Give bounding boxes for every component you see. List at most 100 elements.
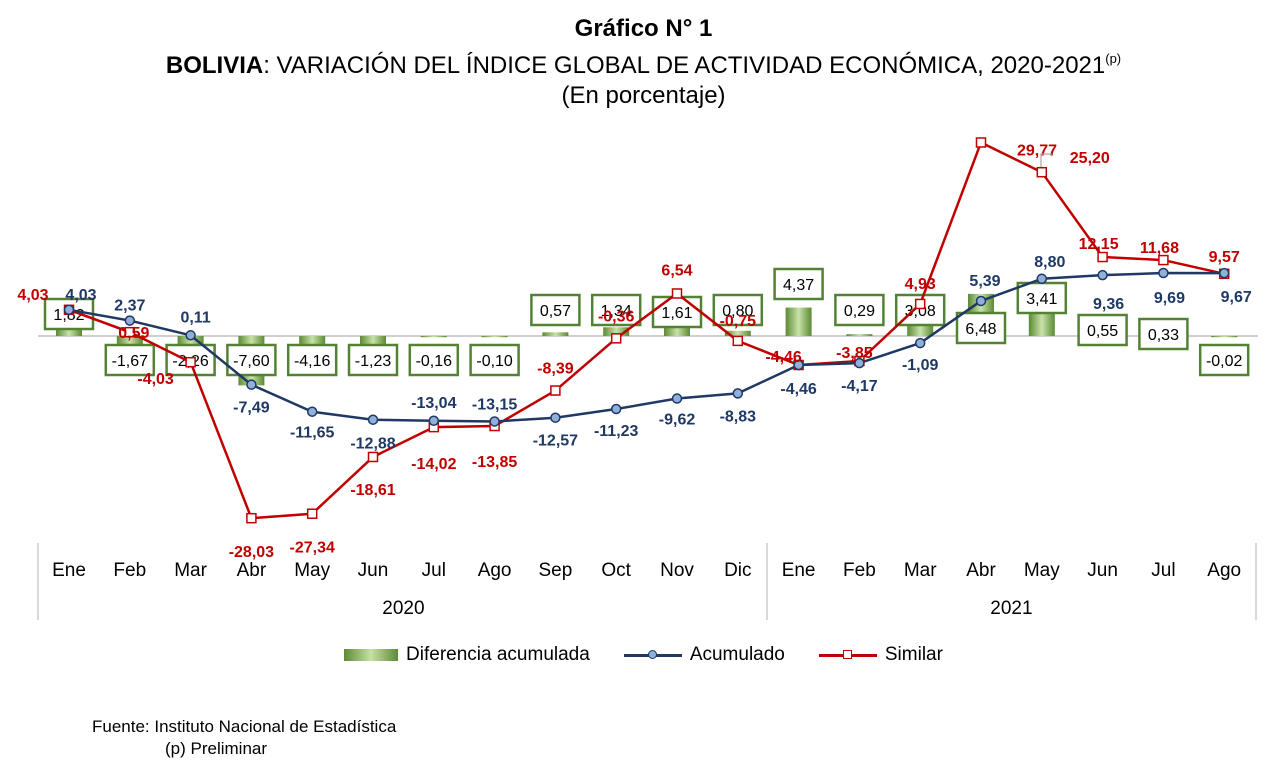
label-acumulado-1: 2,37 bbox=[114, 298, 145, 315]
line-similar bbox=[68, 141, 1225, 520]
tick-label-18: Jul bbox=[1151, 560, 1175, 581]
label-acumulado-14: -1,09 bbox=[902, 357, 939, 374]
label-similar-14: 4,93 bbox=[905, 276, 936, 293]
label-acumulado-7: -13,15 bbox=[472, 396, 517, 413]
point-acumulado-12 bbox=[793, 359, 804, 371]
point-acumulado-19 bbox=[1218, 267, 1230, 279]
point-similar-8 bbox=[550, 385, 561, 396]
bar-label-7: -0,10 bbox=[476, 353, 513, 370]
bar-7 bbox=[481, 336, 508, 338]
label-similar-8: -8,39 bbox=[537, 361, 574, 378]
label-similar-10: 6,54 bbox=[661, 262, 692, 279]
subtitle-text: : VARIACIÓN DEL ÍNDICE GLOBAL DE ACTIVID… bbox=[263, 52, 1106, 79]
bar-label-1: -1,67 bbox=[112, 353, 149, 370]
label-similar-11: -0,75 bbox=[720, 313, 757, 330]
preliminary-note: (p) Preliminar bbox=[165, 739, 268, 758]
tick-label-16: May bbox=[1024, 560, 1060, 581]
label-similar-3: -28,03 bbox=[229, 544, 274, 561]
label-acumulado-4: -11,65 bbox=[290, 425, 335, 442]
label-acumulado-13: -4,17 bbox=[841, 378, 878, 395]
label-similar-18: 11,68 bbox=[1140, 240, 1179, 257]
label-acumulado-8: -12,57 bbox=[533, 433, 578, 450]
point-similar-15 bbox=[975, 137, 987, 148]
legend-item-similar: Similar bbox=[818, 644, 943, 666]
bar-5 bbox=[360, 336, 386, 344]
legend-label-acumulado: Acumulado bbox=[689, 644, 785, 665]
label-acumulado-12: -4,46 bbox=[780, 381, 817, 398]
bar-label-9: 1,34 bbox=[601, 303, 632, 320]
label-similar-19: 9,57 bbox=[1209, 249, 1240, 266]
bar-label-box-12 bbox=[773, 267, 824, 301]
tick-label-4: May bbox=[294, 560, 330, 581]
label-acumulado-0: 4,03 bbox=[65, 287, 96, 304]
bar-label-16: 3,41 bbox=[1026, 291, 1057, 308]
label-similar-6: -14,02 bbox=[411, 456, 456, 473]
label-similar-1: 0,59 bbox=[118, 325, 149, 342]
label-similar-2: -4,03 bbox=[137, 371, 174, 388]
tick-label-1: Feb bbox=[113, 560, 146, 581]
label-acumulado-11: -8,83 bbox=[720, 408, 757, 425]
chart-title: Gráfico N° 1 bbox=[574, 15, 713, 42]
label-acumulado-5: -12,88 bbox=[350, 436, 395, 453]
bar-label-12: 4,37 bbox=[783, 277, 814, 294]
line-acumulado bbox=[68, 271, 1225, 423]
tick-label-15: Abr bbox=[966, 560, 996, 581]
bar-label-box-19 bbox=[1198, 343, 1250, 377]
legend-label-similar: Similar bbox=[884, 644, 943, 665]
tick-label-17: Jun bbox=[1087, 560, 1118, 581]
bar-1 bbox=[116, 336, 143, 347]
point-acumulado-14 bbox=[914, 337, 926, 349]
tick-label-19: Ago bbox=[1207, 560, 1241, 581]
label-acumulado-10: -9,62 bbox=[659, 412, 696, 429]
bar-label-10: 1,61 bbox=[661, 305, 692, 322]
legend-line-similar-swatch bbox=[818, 645, 877, 665]
bar-label-box-5 bbox=[347, 343, 399, 377]
tick-label-0: Ene bbox=[52, 560, 86, 581]
bar-label-18: 0,33 bbox=[1148, 327, 1179, 344]
point-similar-9 bbox=[610, 333, 622, 344]
point-acumulado-11 bbox=[732, 388, 744, 399]
label-acumulado-18: 9,69 bbox=[1154, 290, 1185, 307]
bar-label-box-11 bbox=[712, 293, 764, 327]
bar-13 bbox=[846, 334, 873, 336]
bar-label-box-7 bbox=[469, 343, 520, 377]
point-similar-2 bbox=[185, 356, 196, 368]
tick-label-5: Jun bbox=[358, 560, 389, 581]
tick-label-11: Dic bbox=[724, 560, 751, 581]
label-acumulado-6: -13,04 bbox=[411, 395, 456, 412]
label-acumulado-17: 9,36 bbox=[1093, 296, 1124, 313]
chart-titles: Gráfico N° 1 BOLIVIA: VARIACIÓN DEL ÍNDI… bbox=[0, 14, 1287, 111]
bar-label-box-6 bbox=[408, 343, 460, 377]
bar-label-box-16 bbox=[1016, 281, 1068, 315]
point-similar-14 bbox=[914, 298, 926, 310]
point-acumulado-7 bbox=[489, 416, 500, 427]
point-similar-5 bbox=[367, 451, 379, 463]
bar-label-15: 6,48 bbox=[965, 321, 996, 338]
bar-label-19: -0,02 bbox=[1206, 353, 1243, 370]
label-acumulado-19: 9,67 bbox=[1221, 289, 1252, 306]
label-acumulado-9: -11,23 bbox=[594, 423, 639, 440]
bar-label-8: 0,57 bbox=[540, 303, 571, 320]
bar-8 bbox=[542, 332, 569, 336]
bar-label-11: 0,80 bbox=[722, 303, 753, 320]
point-acumulado-4 bbox=[306, 406, 318, 417]
point-acumulado-15 bbox=[975, 295, 987, 307]
tick-label-10: Nov bbox=[660, 560, 694, 581]
bar-label-box-1 bbox=[104, 343, 156, 377]
bar-label-5: -1,23 bbox=[355, 353, 392, 370]
legend-label-diferencia: Diferencia acumulada bbox=[406, 644, 590, 665]
point-similar-4 bbox=[306, 508, 318, 519]
label-similar-0: 4,03 bbox=[17, 287, 48, 304]
bar-label-3: -7,60 bbox=[233, 353, 270, 370]
bar-label-box-15 bbox=[955, 311, 1007, 345]
bar-11 bbox=[724, 330, 751, 336]
legend-item-diferencia: Diferencia acumulada bbox=[344, 644, 590, 666]
chart-units: (En porcentaje) bbox=[561, 82, 726, 109]
point-acumulado-16 bbox=[1036, 273, 1048, 285]
point-similar-17 bbox=[1097, 251, 1108, 263]
label-acumulado-15: 5,39 bbox=[969, 273, 1000, 290]
bar-label-6: -0,16 bbox=[416, 353, 453, 370]
tick-label-14: Mar bbox=[904, 560, 937, 581]
point-acumulado-2 bbox=[185, 330, 196, 341]
point-similar-16 bbox=[1036, 166, 1048, 178]
